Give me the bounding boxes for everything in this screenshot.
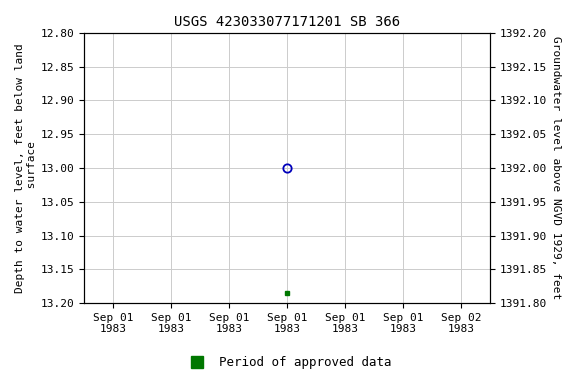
Y-axis label: Depth to water level, feet below land
 surface: Depth to water level, feet below land su… (15, 43, 37, 293)
Y-axis label: Groundwater level above NGVD 1929, feet: Groundwater level above NGVD 1929, feet (551, 36, 561, 300)
Title: USGS 423033077171201 SB 366: USGS 423033077171201 SB 366 (174, 15, 400, 29)
Legend: Period of approved data: Period of approved data (179, 351, 397, 374)
